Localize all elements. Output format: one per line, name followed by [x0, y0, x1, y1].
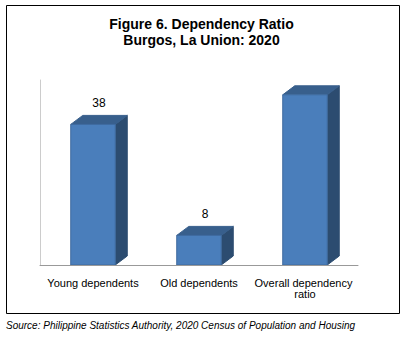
svg-text:46: 46 [304, 67, 318, 81]
svg-text:Old dependents: Old dependents [160, 277, 238, 289]
svg-text:8: 8 [202, 207, 209, 221]
svg-text:38: 38 [92, 96, 106, 110]
svg-text:Burgos, La Union: 2020: Burgos, La Union: 2020 [123, 32, 280, 48]
svg-text:Overall dependency: Overall dependency [254, 276, 356, 289]
svg-text:ratio: ratio [294, 288, 315, 300]
svg-text:Figure 6. Dependency Ratio: Figure 6. Dependency Ratio [109, 16, 293, 32]
svg-text:Source: Philippine Statistics: Source: Philippine Statistics Authority,… [6, 320, 356, 331]
svg-text:Young dependents: Young dependents [47, 277, 139, 289]
